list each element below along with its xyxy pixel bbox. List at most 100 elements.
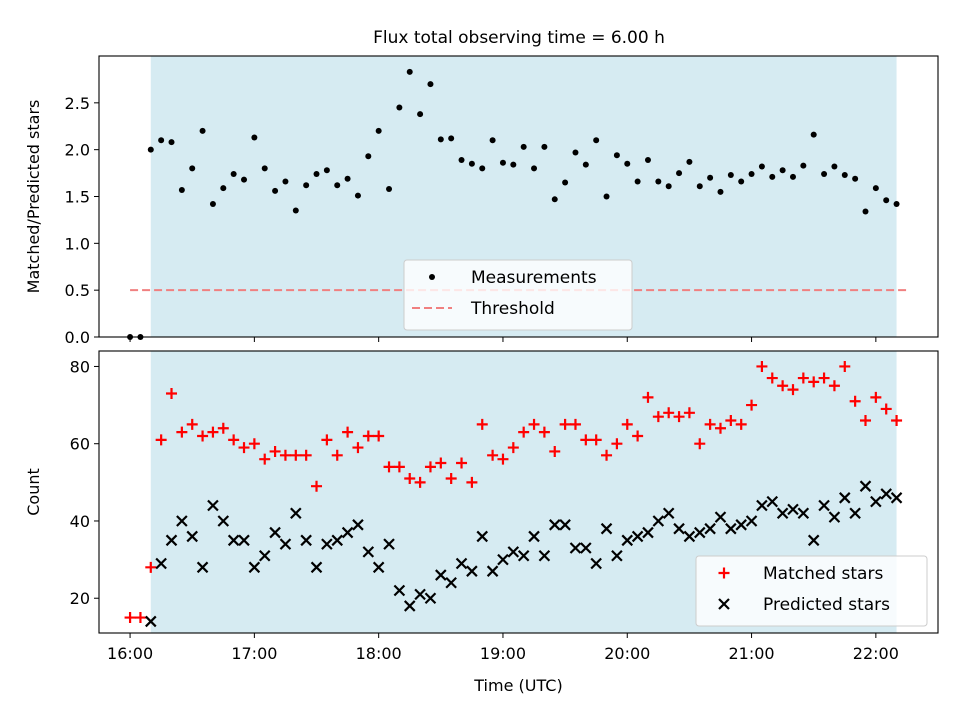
data-point <box>197 430 209 442</box>
data-point <box>531 165 538 172</box>
data-point <box>831 163 838 170</box>
x-tick-label: 22:00 <box>853 644 899 663</box>
data-point <box>435 569 447 581</box>
data-point <box>818 499 830 512</box>
data-point <box>189 165 196 172</box>
data-point <box>331 449 343 461</box>
data-point <box>528 418 540 430</box>
data-point <box>549 445 561 457</box>
data-point <box>714 511 727 523</box>
data-point <box>634 178 641 185</box>
data-point <box>466 476 478 488</box>
data-point <box>386 186 393 193</box>
data-point <box>176 426 188 438</box>
data-point <box>569 418 581 430</box>
data-point <box>365 153 372 160</box>
data-point <box>707 174 714 181</box>
data-point <box>562 179 569 186</box>
data-point <box>393 584 406 597</box>
data-point <box>541 143 548 150</box>
data-point <box>693 526 706 539</box>
data-point <box>756 499 768 512</box>
data-point <box>766 495 779 508</box>
data-point <box>393 461 405 473</box>
data-point <box>251 134 258 141</box>
data-point <box>155 557 167 570</box>
data-point <box>445 472 457 484</box>
data-point <box>862 208 869 215</box>
data-point <box>476 530 489 543</box>
data-point <box>601 449 613 461</box>
data-point <box>517 549 530 562</box>
data-point <box>178 186 185 193</box>
data-point <box>859 415 871 427</box>
data-point <box>852 175 859 182</box>
data-point <box>342 426 354 438</box>
y-tick-label: 60 <box>70 435 90 454</box>
data-point <box>520 143 527 150</box>
data-point <box>841 171 848 178</box>
data-point <box>352 519 364 531</box>
data-point <box>725 415 737 427</box>
top-panel: 0.0 0.5 1.0 1.5 2.0 2.5 Matched/Predicted star… <box>24 55 939 347</box>
data-point <box>800 162 807 169</box>
data-point <box>758 163 765 170</box>
data-point <box>497 553 509 566</box>
data-point <box>538 549 551 562</box>
data-point <box>362 546 375 558</box>
data-point <box>893 200 900 207</box>
data-point <box>341 526 354 539</box>
x-axis-label: Time (UTC) <box>473 676 562 695</box>
data-point <box>311 480 323 492</box>
data-point <box>683 530 696 543</box>
data-point <box>849 395 861 407</box>
axes-frame <box>98 350 939 634</box>
data-point <box>507 546 520 558</box>
data-point <box>124 612 136 624</box>
data-point <box>427 81 434 88</box>
data-point <box>580 434 592 446</box>
data-point <box>600 522 613 535</box>
data-point <box>331 534 344 547</box>
data-point <box>735 519 747 531</box>
data-point <box>776 507 789 520</box>
data-point <box>880 488 892 500</box>
data-point <box>352 442 364 454</box>
data-point <box>797 372 809 384</box>
data-point <box>735 418 747 430</box>
data-point <box>676 170 683 177</box>
data-point <box>748 171 755 178</box>
data-point <box>476 418 488 430</box>
bottom-panel: 20 40 60 80 16:00 17:00 18:00 19:00 20:00 21:00 22… <box>24 350 939 695</box>
data-point <box>572 149 579 156</box>
data-point <box>228 434 240 446</box>
data-point <box>424 592 437 605</box>
data-point <box>839 492 851 504</box>
data-point <box>787 503 799 516</box>
series-plus <box>124 360 903 624</box>
data-point <box>424 461 436 473</box>
data-point <box>300 534 312 547</box>
data-point <box>248 438 260 450</box>
data-point <box>631 530 644 543</box>
data-point <box>437 136 444 143</box>
data-point <box>261 165 268 172</box>
data-point <box>717 188 724 195</box>
data-point <box>383 461 395 473</box>
data-point <box>220 185 227 192</box>
data-point <box>528 530 540 543</box>
data-point <box>313 171 320 178</box>
data-point <box>272 187 279 194</box>
data-point <box>282 178 289 185</box>
series-dot <box>127 68 900 340</box>
data-point <box>354 192 361 199</box>
data-point <box>859 480 872 492</box>
data-point <box>321 538 333 550</box>
data-point <box>642 526 654 539</box>
data-point <box>883 197 890 204</box>
data-point <box>396 104 403 111</box>
data-point <box>828 380 840 392</box>
data-point <box>652 515 665 527</box>
data-point <box>548 519 561 531</box>
